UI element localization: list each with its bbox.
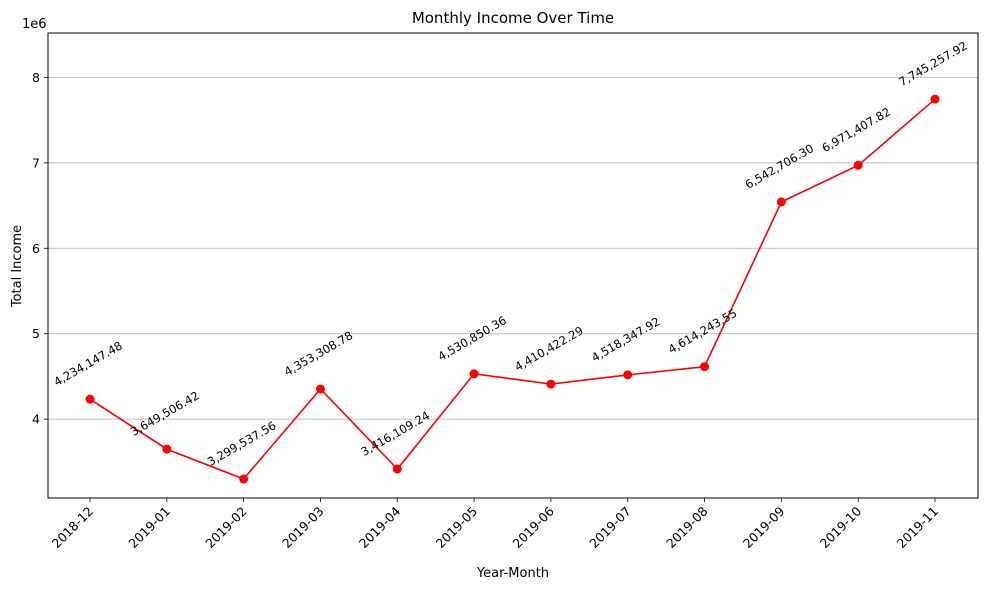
data-point	[392, 464, 402, 474]
income-line	[89, 98, 936, 480]
data-labels: 4,234,147.483,649,506.423,299,537.564,35…	[51, 38, 970, 468]
x-tick-label: 2019-08	[663, 503, 711, 551]
data-point	[315, 384, 325, 394]
data-label: 3,416,109.24	[359, 408, 433, 459]
gridlines	[48, 76, 978, 420]
data-label: 4,234,147.48	[51, 338, 125, 389]
y-tick-label: 4	[32, 412, 40, 427]
x-tick-label: 2019-02	[202, 504, 250, 552]
chart-title: Monthly Income Over Time	[412, 9, 614, 27]
data-label: 7,745,257.92	[896, 38, 970, 89]
y-tick-label: 8	[32, 70, 40, 85]
data-point	[853, 160, 863, 170]
data-point	[469, 369, 479, 379]
y-tick-label: 5	[32, 326, 40, 341]
data-label: 4,518,347.92	[589, 314, 663, 365]
data-point	[546, 379, 556, 389]
data-label: 3,299,537.56	[205, 418, 279, 469]
x-tick-label: 2019-04	[356, 503, 404, 551]
x-axis-title: Year-Month	[476, 566, 549, 581]
y-tick-label: 7	[32, 155, 40, 170]
y-offset-label: 1e6	[22, 17, 47, 32]
x-axis-ticks: 2018-12 2019-01 2019-02 2019-03 2019-04 2019-…	[49, 498, 942, 552]
data-label: 6,542,706.30	[743, 141, 817, 192]
x-tick-label: 2019-09	[740, 503, 788, 551]
data-label: 3,649,506.42	[128, 388, 202, 439]
x-tick-label: 2019-06	[509, 503, 557, 551]
data-point	[623, 370, 633, 380]
x-tick-label: 2019-03	[279, 504, 327, 552]
x-tick-label: 2019-10	[817, 503, 865, 551]
x-tick-label: 2018-12	[49, 504, 97, 552]
data-point	[700, 362, 710, 372]
data-point	[162, 444, 172, 454]
data-point	[239, 474, 249, 484]
data-label: 4,614,243.55	[666, 306, 740, 357]
data-label: 4,410,422.29	[512, 323, 586, 374]
plot-frame	[47, 32, 979, 499]
series-income	[85, 94, 940, 484]
data-label: 4,530,850.36	[435, 313, 509, 364]
y-axis-ticks: 4 5 6 7 8	[32, 70, 48, 427]
data-point	[85, 394, 95, 404]
data-label: 4,353,308.78	[282, 328, 356, 379]
x-tick-label: 2019-11	[894, 504, 942, 552]
y-tick-label: 6	[32, 241, 40, 256]
data-point	[776, 197, 786, 207]
x-tick-label: 2019-01	[125, 504, 173, 552]
x-tick-label: 2019-05	[433, 504, 481, 552]
data-point	[930, 94, 940, 104]
x-tick-label: 2019-07	[586, 504, 634, 552]
data-label: 6,971,407.82	[819, 105, 893, 156]
y-axis-title: Total Income	[10, 225, 25, 308]
